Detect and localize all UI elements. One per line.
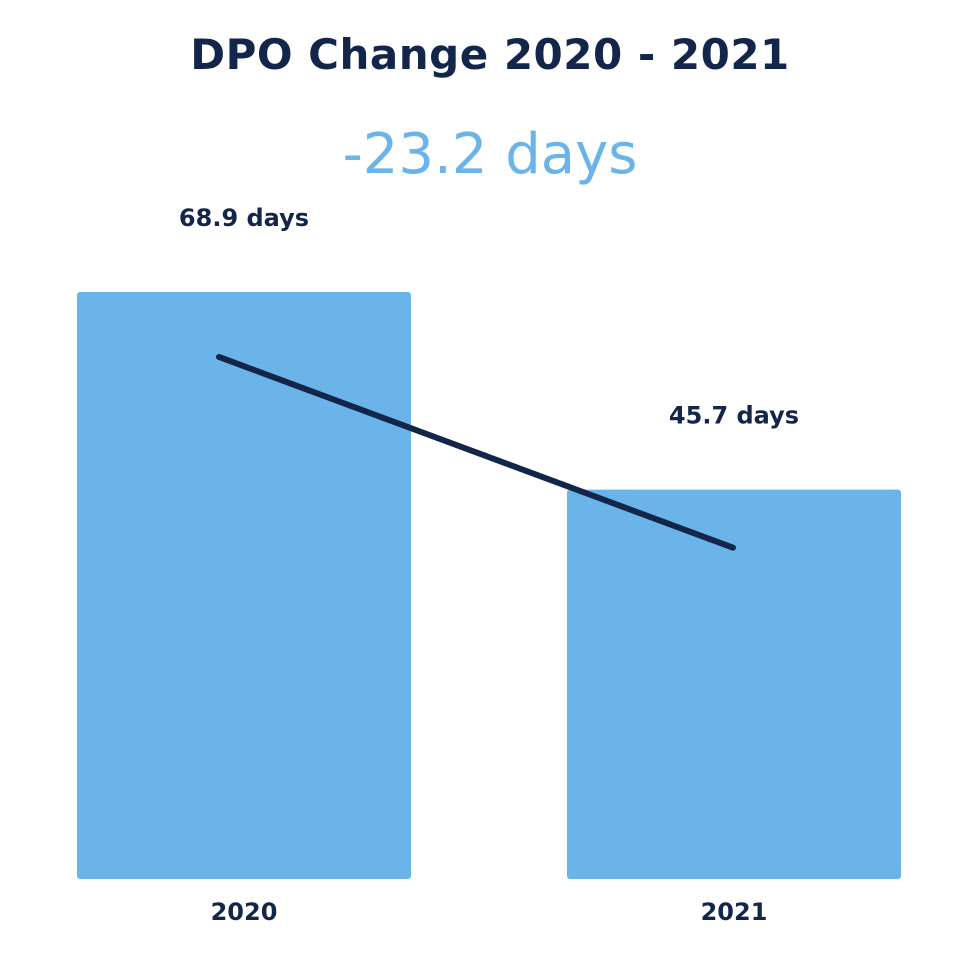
x-tick-label-2020: 2020 xyxy=(211,898,278,926)
bar-2020 xyxy=(77,291,411,879)
bar-2021 xyxy=(567,489,901,879)
value-label-2020: 68.9 days xyxy=(179,204,309,232)
trend-line xyxy=(216,353,736,551)
value-label-2021: 45.7 days xyxy=(669,402,799,430)
change-annotation: -23.2 days xyxy=(342,122,638,187)
chart-title: DPO Change 2020 - 2021 xyxy=(190,30,790,79)
x-tick-label-2021: 2021 xyxy=(701,898,768,926)
